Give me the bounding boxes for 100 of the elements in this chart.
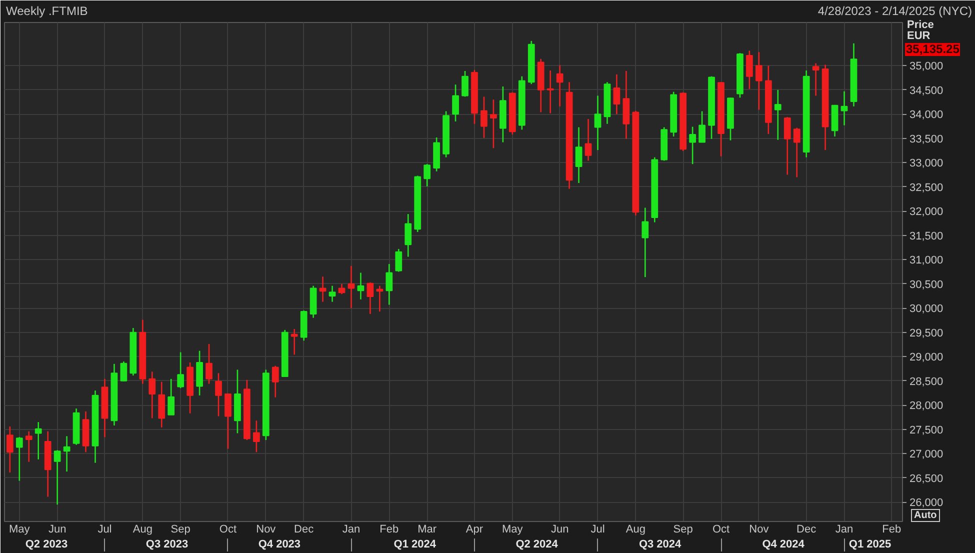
x-tick-label: May [9, 524, 30, 536]
x-tick-label: Sep [673, 524, 693, 536]
y-tick-label: 29,000 [910, 352, 944, 364]
candlestick [395, 248, 402, 272]
candlestick [452, 84, 459, 122]
candlestick [642, 207, 649, 278]
candlestick [319, 276, 326, 302]
candlestick [16, 436, 23, 482]
candlestick [177, 352, 184, 389]
x-tick-label: Nov [749, 524, 770, 536]
candlestick [386, 263, 393, 306]
candlestick [784, 116, 791, 176]
candlestick [840, 90, 848, 126]
y-tick-label: 26,000 [910, 497, 944, 510]
candlestick [158, 381, 166, 428]
y-tick-label: 35,000 [910, 60, 944, 73]
x-tick-label: Jan [342, 524, 360, 536]
candlestick [357, 272, 364, 300]
x-tick-label: Aug [132, 524, 152, 536]
candlestick [812, 62, 820, 96]
candlestick [774, 89, 782, 141]
chart-title: Weekly .FTMIB [6, 4, 88, 18]
candlestick [376, 285, 384, 312]
x2-tick-label: Q2 2024 [516, 538, 559, 550]
text: Auto [911, 509, 940, 522]
x2-tick-label: Q4 2024 [762, 538, 806, 550]
candlestick [168, 378, 175, 416]
y-tick-label: 34,500 [910, 84, 944, 97]
candlestick [755, 51, 762, 110]
candlestick [546, 70, 554, 114]
candlestick [290, 328, 298, 356]
candlestick [348, 265, 355, 309]
candlestick [746, 50, 753, 90]
y-tick-label: 26,500 [910, 472, 944, 485]
y-tick-label: 28,000 [910, 400, 944, 412]
candlestick [698, 110, 706, 143]
x-tick-label: Dec [294, 524, 314, 536]
x-tick-label: May [502, 524, 524, 536]
x-tick-label: Dec [796, 524, 817, 536]
candlestick [366, 282, 374, 315]
y-tick-label: 33,000 [910, 158, 944, 170]
y-tick-label: 32,000 [910, 206, 944, 218]
x-tick-label: Jan [835, 524, 854, 536]
candlestick [34, 421, 42, 460]
y-tick-label: 31,000 [910, 254, 944, 267]
x-tick-label: Jul [98, 524, 112, 536]
y-tick-label: 27,500 [910, 424, 944, 436]
x-tick-label: Oct [219, 524, 237, 536]
candlestick [224, 392, 232, 450]
candlestick [490, 98, 497, 149]
x-tick-label: Nov [256, 524, 276, 536]
candlestick [556, 64, 564, 108]
candlestick [63, 436, 70, 472]
y-tick-label: 33,500 [910, 133, 944, 146]
candlestick [462, 70, 468, 98]
x-tick-label: Jun [550, 524, 569, 536]
x-tick-label: Jul [590, 524, 605, 536]
candlestick [54, 450, 61, 506]
candlestick [206, 343, 212, 384]
x2-tick-label: Q3 2024 [638, 538, 682, 550]
x-tick-label: Apr [466, 524, 484, 536]
candlestick [6, 426, 14, 474]
candlestick [575, 126, 582, 184]
x2-tick-label: Q3 2023 [146, 538, 188, 550]
candlestick [594, 95, 602, 151]
candlestick [196, 350, 203, 396]
text: 35,135.25 [905, 42, 960, 56]
candlestick [689, 126, 696, 165]
candlestick [424, 163, 431, 188]
x2-tick-label: Q2 2023 [25, 538, 68, 550]
y-tick-label: 27,000 [910, 448, 944, 461]
x-tick-label: Oct [712, 524, 730, 536]
x-tick-label: Jun [48, 524, 66, 536]
candlestick [272, 365, 279, 398]
y-tick-label: 31,500 [910, 230, 944, 242]
candlestick [215, 372, 222, 417]
x-tick-label: Feb [882, 524, 902, 536]
y-tick-label: 34,000 [910, 109, 944, 122]
candlestick [793, 127, 800, 178]
x-tick-label: Feb [380, 524, 399, 536]
candlestick [338, 283, 346, 295]
candlestick [120, 360, 128, 382]
x-tick-label: Aug [626, 524, 646, 536]
x2-tick-label: Q4 2023 [258, 538, 301, 550]
x-tick-label: Mar [418, 524, 437, 536]
y-axis-title: Price EUR [907, 19, 934, 42]
x2-tick-label: Q1 2025 [848, 538, 892, 550]
candlestick [148, 371, 156, 419]
candlestick [584, 118, 592, 162]
y-tick-label: 28,500 [910, 376, 944, 388]
chart-subtitle: 4/28/2023 - 2/14/2025 (NYC) [818, 4, 972, 18]
candlestick [404, 213, 412, 258]
candlestick [480, 96, 488, 139]
y-tick-label: 30,500 [910, 278, 944, 291]
x-tick-label: Sep [170, 524, 190, 536]
candlestick [328, 285, 336, 302]
y-tick-label: 29,500 [910, 327, 944, 340]
candlestick [25, 430, 32, 463]
x2-tick-label: Q1 2024 [394, 538, 437, 550]
y-tick-label: 32,500 [910, 182, 944, 194]
